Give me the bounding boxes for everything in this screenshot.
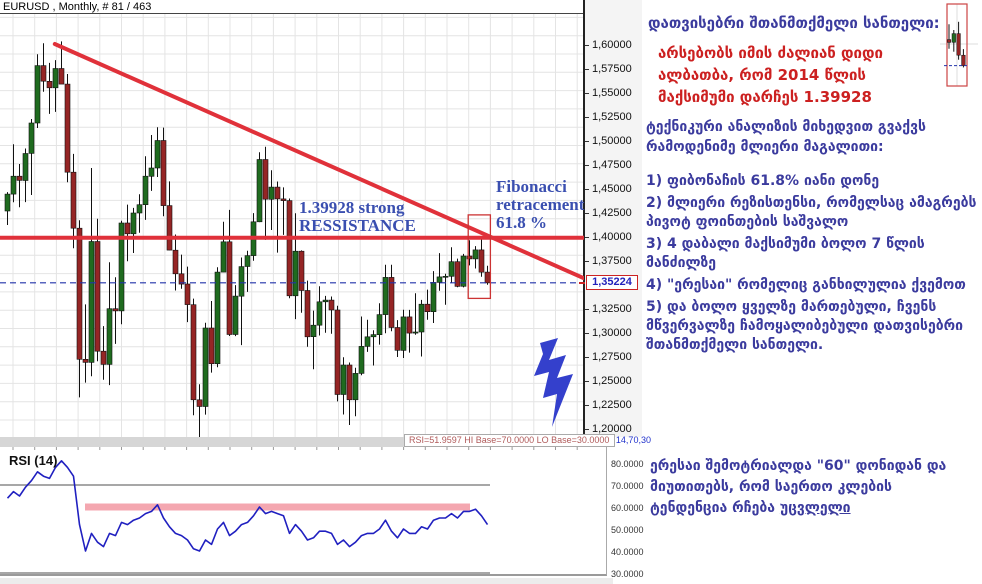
rsi-note-text: ერესაი შემოტრიალდა "60" დონიდან და მიუთი… [650,458,947,516]
resistance-annotation[interactable]: 1.39928 strong RESSISTANCE [299,198,416,235]
rsi-indicator-label: RSI (14) [9,453,58,468]
rsi-status-bar: RSI=51.9597 HI Base=70.0000 LO Base=30.0… [404,434,651,447]
price-tick [585,140,589,142]
rsi-axis-label: 60.0000 [611,503,644,513]
analysis-alert-text: არსებობს იმის ძალიან დიდი ალბათბა, რომ 2… [658,44,883,106]
analysis-list-item: 2) მლიერი რეზისთენსი, რომელსაც ამაგრებს … [646,195,977,230]
underlined-word: უცვლელი [779,500,851,516]
price-chart-canvas[interactable]: EURUSD , Monthly, # 81 / 463 1.39928 str… [0,0,584,437]
rsi-axis-label: 80.0000 [611,459,644,469]
price-axis[interactable]: 1,60000 1,57500 1,55000 1,52500 1,50000 1,475… [584,0,642,437]
price-axis-label: 1,50000 [592,135,632,147]
engulfing-highlight-box [467,214,492,300]
price-axis-label: 1,45000 [592,183,632,195]
price-tick [585,212,589,214]
price-axis-label: 1,37500 [592,255,632,267]
analysis-list: 1) ფიბონაჩის 61.8% იანი დონე 2) მლიერი რე… [646,172,980,358]
price-axis-label: 1,27500 [592,351,632,363]
price-axis-label: 1,55000 [592,87,632,99]
price-tick [585,236,589,238]
analysis-list-item: 4) "ერესაი" რომელიც განხილულია ქვემოთ [646,277,966,293]
rsi-axis-label: 70.0000 [611,481,644,491]
price-axis-label: 1,25000 [592,375,632,387]
analysis-intro-text: ტექნიკური ანალიზის მიხედვით გვაქვს რამოდ… [646,119,926,155]
descending-trendline [52,42,584,281]
price-tick [585,92,589,94]
rsi-line [6,460,489,552]
price-axis-label: 1,22500 [592,399,632,411]
rsi-values-text: RSI=51.9597 HI Base=70.0000 LO Base=30.0… [409,435,610,445]
price-tick [585,404,589,406]
price-axis-label: 1,52500 [592,111,632,123]
price-axis-label: 1,57500 [592,63,632,75]
analysis-list-item: 1) ფიბონაჩის 61.8% იანი დონე [646,173,880,189]
rsi-axis-label: 40.0000 [611,547,644,557]
price-tick [585,356,589,358]
rsi-params-text: 14,70,30 [615,435,651,445]
analysis-list-item: 3) 4 დაბალი მაქსიმუმი ბოლო 7 წლის მანძილ… [646,236,925,271]
rsi-plot [0,447,578,574]
rsi-axis-label: 30.0000 [611,569,644,579]
price-tick [585,164,589,166]
price-axis-label: 1,40000 [592,231,632,243]
current-price-tag: 1,35224 [586,274,638,290]
price-tick [585,188,589,190]
price-tick [585,380,589,382]
price-tick [585,260,589,262]
price-axis-label: 1,32500 [592,303,632,315]
bottom-strip [0,578,613,584]
chart-title: EURUSD , Monthly, # 81 / 463 [3,1,152,13]
rsi-indicator-panel[interactable]: RSI (14) [0,447,607,576]
lightning-bolt-icon [534,338,573,427]
analysis-panel: დათვისებრი შთანმთქმელი სანთელი: არსებობს… [644,0,982,584]
price-tick [585,308,589,310]
rsi-60-band [85,503,470,511]
price-tick [585,44,589,46]
price-tick [585,68,589,70]
price-axis-label: 1,47500 [592,159,632,171]
price-axis-label: 1,42500 [592,207,632,219]
analysis-list-item: 5) და ბოლო ყველზე მართებული, ჩვენს მწვერ… [646,299,964,353]
fibonacci-annotation[interactable]: Fibonacci retracement 61.8 % [496,177,585,232]
window-splitter[interactable] [0,437,613,447]
price-axis-label: 1,30000 [592,327,632,339]
price-tick [585,332,589,334]
price-tick [585,428,589,430]
candle-zoom-inset[interactable] [936,0,982,100]
candlestick-chart [0,0,584,437]
rsi-axis-label: 50.0000 [611,525,644,535]
price-tick [585,116,589,118]
analysis-header: დათვისებრი შთანმთქმელი სანთელი: [648,14,940,32]
price-axis-label: 1,60000 [592,39,632,51]
current-price-tick [579,281,585,284]
price-axis-label: 1,20000 [592,423,632,435]
